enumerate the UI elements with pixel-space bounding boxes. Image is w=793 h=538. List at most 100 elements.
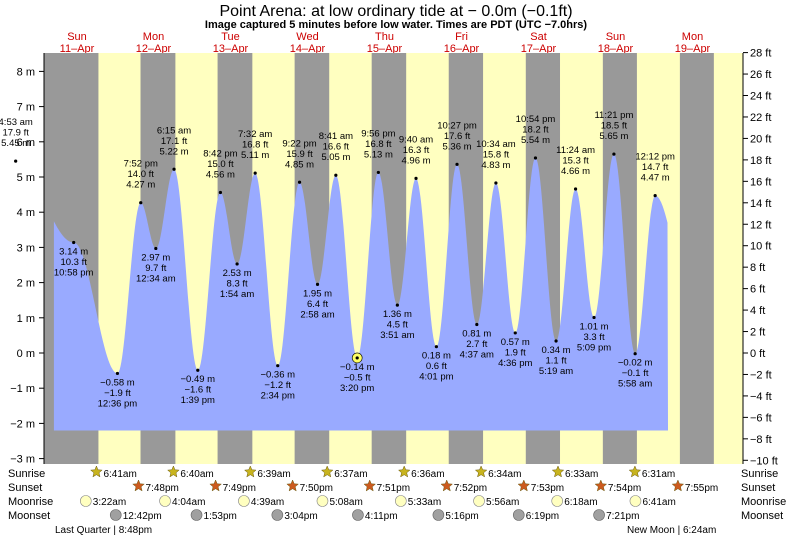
y-tick-label-ft: 10 ft xyxy=(750,241,771,253)
sunset-icon xyxy=(594,479,608,492)
tide-label: 8.3 ft xyxy=(227,278,248,289)
sunset-time: 7:48pm xyxy=(146,483,179,494)
y-tick-label-ft: 18 ft xyxy=(750,155,771,167)
sunset-time: 7:53pm xyxy=(531,483,564,494)
y-tick-label-m: 1 m xyxy=(17,313,35,325)
tide-label: 11:21 pm xyxy=(594,110,633,121)
moonrise-time: 3:22am xyxy=(93,497,126,508)
tide-label: 12:12 pm xyxy=(635,152,675,163)
sunrise-icon xyxy=(90,465,103,478)
day-name: Thu xyxy=(375,31,394,43)
y-tick-label-ft: 4 ft xyxy=(750,305,765,317)
tide-label: 4.83 m xyxy=(481,160,510,171)
sunset-icon xyxy=(517,479,531,492)
tide-label: 9.7 ft xyxy=(145,263,166,274)
tide-label: 16.8 ft xyxy=(365,139,392,150)
moonset-icon xyxy=(432,509,445,521)
moonrise-icon xyxy=(159,495,171,507)
tide-point xyxy=(592,315,596,320)
tide-label: 10:54 pm xyxy=(516,114,556,125)
tide-point xyxy=(115,371,120,376)
sunrise-icon xyxy=(167,465,180,478)
y-tick-label-ft: 28 ft xyxy=(750,48,771,60)
y-tick-label-m: −2 m xyxy=(10,418,35,430)
sunset-icon xyxy=(440,479,454,492)
day-name: Wed xyxy=(296,31,318,43)
tide-label: 5.36 m xyxy=(443,141,472,152)
y-tick-label-ft: 14 ft xyxy=(750,198,771,210)
plot-area xyxy=(44,53,743,464)
tide-point xyxy=(154,246,158,251)
moonset-label-right: Moonset xyxy=(741,510,783,522)
day-date: 17–Apr xyxy=(521,43,557,55)
tide-label: 10.3 ft xyxy=(60,257,87,268)
moonset-icon xyxy=(109,509,122,521)
sunrise-icon xyxy=(243,465,257,478)
moonrise-icon xyxy=(238,495,250,507)
moonrise-icon xyxy=(629,495,642,507)
day-date: 13–Apr xyxy=(213,43,249,55)
y-tick-label-ft: 0 ft xyxy=(750,348,765,360)
y-tick-label-ft: 2 ft xyxy=(750,327,765,339)
tide-point xyxy=(414,176,418,181)
chart-title: Point Arena: at low ordinary tide at − 0… xyxy=(219,3,572,20)
tide-label: 18.5 ft xyxy=(601,121,628,132)
tide-label: 15.9 ft xyxy=(286,149,313,160)
tide-label: 5.11 m xyxy=(241,150,269,161)
tide-label: −1.6 ft xyxy=(184,385,211,396)
tide-label: 0.34 m xyxy=(542,345,571,356)
tide-point xyxy=(139,201,143,205)
sunset-label-left: Sunset xyxy=(8,482,42,494)
tide-point xyxy=(218,190,223,195)
tide-label: −0.14 m xyxy=(340,362,375,373)
tide-label: 5.54 m xyxy=(521,135,550,146)
tide-point xyxy=(196,368,200,372)
tide-point xyxy=(533,156,538,160)
day-name: Fri xyxy=(455,31,468,43)
sunset-label-right: Sunset xyxy=(741,482,775,494)
tide-point xyxy=(276,364,280,368)
sunrise-time: 6:34am xyxy=(488,469,521,480)
y-tick-label-m: 4 m xyxy=(17,207,35,219)
y-tick-label-ft: 22 ft xyxy=(750,112,771,124)
sunrise-icon xyxy=(320,465,334,478)
moonset-time: 5:16pm xyxy=(445,511,478,522)
tide-label: 4:53 am xyxy=(0,117,33,128)
tide-label: 5.22 m xyxy=(160,146,189,157)
moonrise-icon xyxy=(473,495,485,507)
sunset-icon xyxy=(209,479,222,492)
tide-label: 5.65 m xyxy=(599,131,628,142)
moonrise-icon xyxy=(316,495,329,507)
tide-label: 1.36 m xyxy=(383,309,412,320)
tide-label: 8:41 am xyxy=(319,131,353,142)
tide-point xyxy=(297,180,302,184)
tide-label: −0.58 m xyxy=(100,377,135,388)
tide-label: 14.0 ft xyxy=(128,169,155,180)
tide-label: −0.36 m xyxy=(260,370,295,381)
tide-point xyxy=(72,240,76,245)
moonset-time: 6:19pm xyxy=(526,511,559,522)
tide-point xyxy=(513,331,517,335)
sunrise-label-left: Sunrise xyxy=(8,468,45,480)
tide-label: 11:24 am xyxy=(556,145,595,156)
tide-label: 10:58 pm xyxy=(54,267,94,278)
tide-label: −0.1 ft xyxy=(622,368,649,379)
moonset-icon xyxy=(271,509,284,521)
y-tick-label-m: 7 m xyxy=(17,102,35,114)
y-tick-label-ft: 26 ft xyxy=(750,69,771,81)
tide-label: 0.18 m xyxy=(422,351,451,362)
sun-moon-table: Sunrise Sunset Moonrise Moonset Sunrise … xyxy=(8,465,786,536)
moonrise-icon xyxy=(80,495,92,507)
tide-point xyxy=(14,159,18,163)
tide-label: 1:54 am xyxy=(220,289,254,300)
sunset-time: 7:55pm xyxy=(685,483,718,494)
tide-point xyxy=(455,162,459,166)
day-date: 15–Apr xyxy=(367,43,403,55)
tide-label: 4.56 m xyxy=(206,169,235,180)
tide-label: 4:36 pm xyxy=(498,358,532,369)
tide-label: 1.1 ft xyxy=(545,356,566,367)
tide-label: 2:58 am xyxy=(300,309,334,320)
tide-label: 17.9 ft xyxy=(2,128,29,139)
tide-point xyxy=(315,282,320,286)
tide-label: 12:36 pm xyxy=(98,398,138,409)
